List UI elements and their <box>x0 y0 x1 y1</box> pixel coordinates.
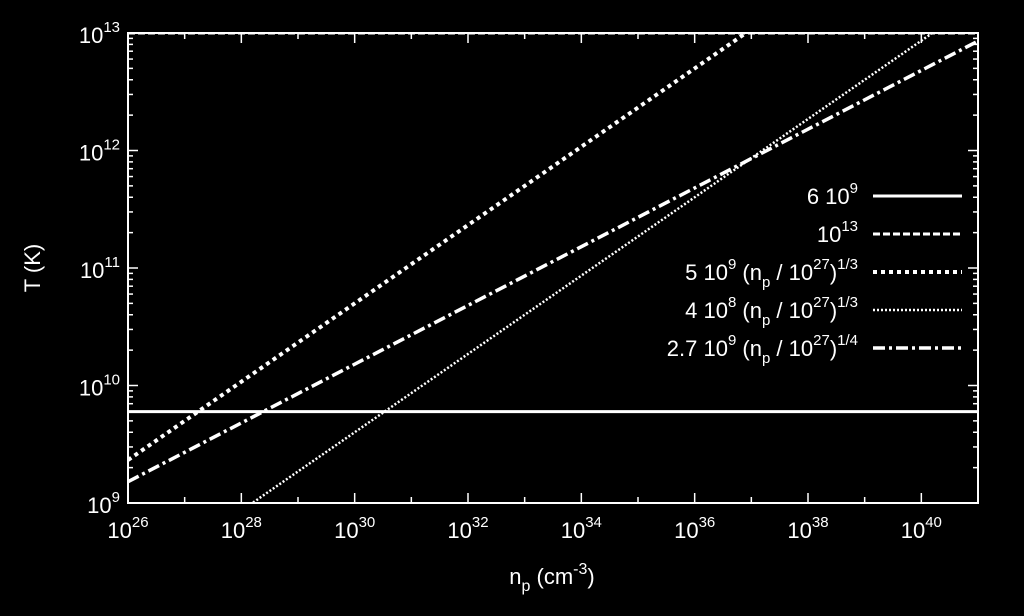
x-axis-label: np (cm-3) <box>509 561 594 595</box>
legend-label-3: 5 109 (np / 1027)1/3 <box>685 256 858 291</box>
x-tick-label: 1030 <box>334 514 375 543</box>
y-tick-label: 1012 <box>79 137 120 166</box>
x-tick-label: 1034 <box>561 514 602 543</box>
legend-label-1: 6 109 <box>807 180 858 209</box>
x-tick-label: 1028 <box>221 514 262 543</box>
legend-label-5: 2.7 109 (np / 1027)1/4 <box>667 332 858 367</box>
x-tick-label: 1036 <box>674 514 715 543</box>
x-axis-label-close: ) <box>587 564 594 589</box>
x-tick-label: 1026 <box>107 514 148 543</box>
series-line-5 <box>128 39 978 484</box>
x-tick-label: 1038 <box>787 514 828 543</box>
x-tick-label: 1040 <box>901 514 942 543</box>
series-line-4 <box>250 33 935 503</box>
series-layer <box>128 33 978 503</box>
x-axis-label-sup: -3 <box>573 561 587 578</box>
legend-label-2: 1013 <box>817 218 858 247</box>
x-axis-label-main: n <box>509 564 521 589</box>
legend-label-4: 4 108 (np / 1027)1/3 <box>685 294 858 329</box>
y-axis-label: T (K) <box>20 244 45 292</box>
y-tick-label: 1010 <box>79 372 120 401</box>
y-tick-label: 109 <box>87 489 120 518</box>
legend: 6 109 1013 5 109 (np / 1027)1/34 108 (np /… <box>667 180 962 367</box>
y-tick-label: 1011 <box>80 254 120 283</box>
tick-labels: 1026 1028 1030 1032 1034 1036 1038 1040 109 1010 1… <box>79 19 942 543</box>
x-axis-label-tail: (cm <box>530 564 573 589</box>
y-tick-label: 1013 <box>79 19 120 48</box>
plot-frame <box>127 32 979 504</box>
x-tick-label: 1032 <box>447 514 488 543</box>
x-axis-label-sub: p <box>522 578 531 595</box>
